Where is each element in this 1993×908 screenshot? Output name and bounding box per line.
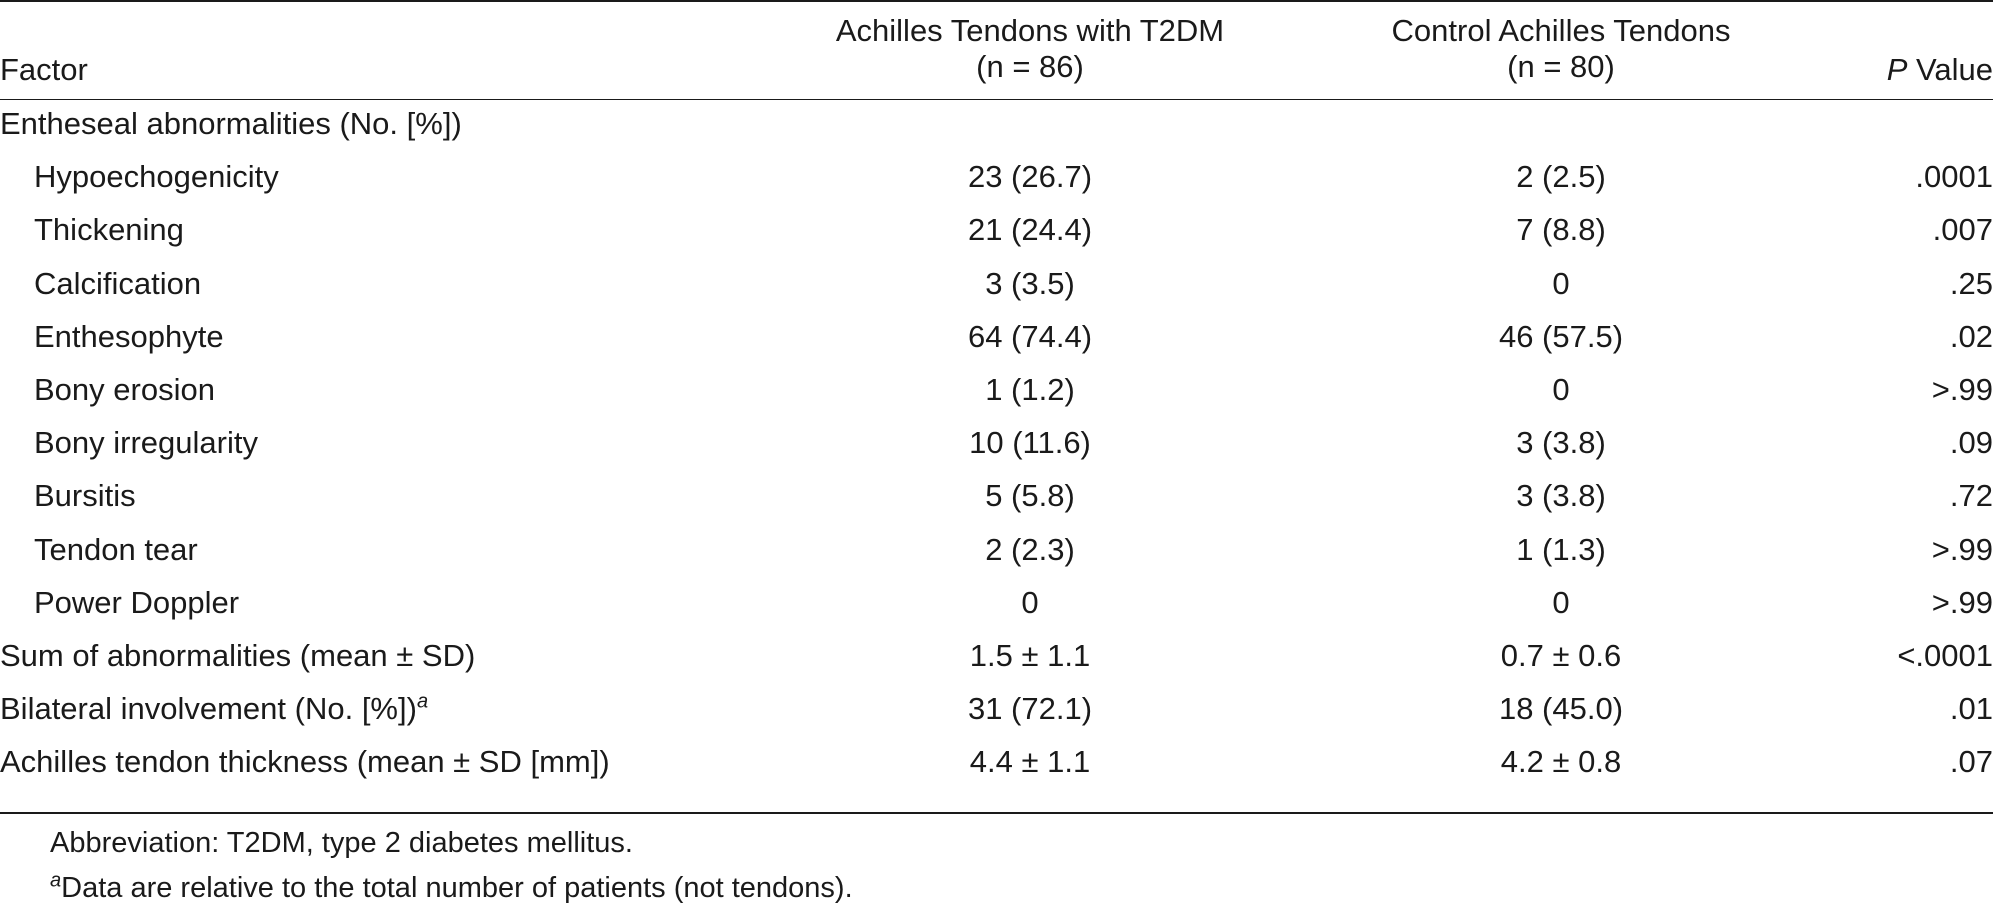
cell-pvalue: .25 xyxy=(1949,266,1993,301)
header-pvalue-rest: Value xyxy=(1907,52,1993,87)
cell-pvalue: >.99 xyxy=(1931,372,1993,407)
header-t2dm-title: Achilles Tendons with T2DM xyxy=(835,13,1225,48)
row-factor-text: Entheseal abnormalities (No. [%]) xyxy=(0,106,462,141)
row-factor: Sum of abnormalities (mean ± SD) xyxy=(0,638,475,674)
cell-t2dm: 1 (1.2) xyxy=(985,372,1075,407)
row-factor: Hypoechogenicity xyxy=(34,159,279,195)
row-factor: Thickening xyxy=(34,212,184,248)
cell-control: 3 (3.8) xyxy=(1516,425,1606,460)
row-factor-text: Hypoechogenicity xyxy=(34,159,279,194)
cell-control: 0 xyxy=(1552,585,1570,620)
cell-t2dm: 1.5 ± 1.1 xyxy=(969,638,1091,673)
row-factor-text: Achilles tendon thickness (mean ± SD [mm… xyxy=(0,744,610,779)
cell-t2dm: 31 (72.1) xyxy=(967,691,1093,726)
header-factor: Factor xyxy=(0,52,88,87)
row-factor-text: Bilateral involvement (No. [%]) xyxy=(0,691,417,726)
row-factor: Enthesophyte xyxy=(34,319,224,355)
cell-control: 0 xyxy=(1552,372,1570,407)
cell-control: 4.2 ± 0.8 xyxy=(1500,744,1622,779)
cell-control: 7 (8.8) xyxy=(1516,212,1606,247)
row-factor-footnote-marker: a xyxy=(416,690,429,713)
row-factor: Bony erosion xyxy=(34,372,215,408)
cell-t2dm: 3 (3.5) xyxy=(985,266,1075,301)
cell-pvalue: >.99 xyxy=(1931,532,1993,567)
row-factor: Power Doppler xyxy=(34,585,239,621)
cell-pvalue: .07 xyxy=(1949,744,1993,779)
row-factor: Bilateral involvement (No. [%])a xyxy=(0,691,428,727)
cell-pvalue: <.0001 xyxy=(1897,638,1993,673)
cell-control: 2 (2.5) xyxy=(1516,159,1606,194)
cell-t2dm: 10 (11.6) xyxy=(969,425,1091,460)
cell-control: 1 (1.3) xyxy=(1516,532,1606,567)
footnote-note-text: Data are relative to the total number of… xyxy=(61,872,853,904)
row-factor: Tendon tear xyxy=(34,532,198,568)
cell-t2dm: 2 (2.3) xyxy=(985,532,1075,567)
table-top-rule xyxy=(0,0,1993,2)
cell-pvalue: .01 xyxy=(1949,691,1993,726)
cell-t2dm: 21 (24.4) xyxy=(967,212,1093,247)
row-factor: Achilles tendon thickness (mean ± SD [mm… xyxy=(0,744,610,780)
footnote-note: aData are relative to the total number o… xyxy=(50,869,853,905)
cell-pvalue: .0001 xyxy=(1915,159,1993,194)
cell-pvalue: >.99 xyxy=(1931,585,1993,620)
header-pvalue-p: P xyxy=(1886,52,1908,87)
cell-pvalue: .007 xyxy=(1932,212,1993,247)
header-pvalue: P Value xyxy=(1887,52,1993,88)
row-factor-text: Bursitis xyxy=(34,478,136,513)
header-control-n: (n = 80) xyxy=(1507,49,1615,84)
row-factor: Bursitis xyxy=(34,478,136,514)
row-factor-text: Calcification xyxy=(34,266,202,301)
row-factor-text: Bony irregularity xyxy=(34,425,258,460)
header-rule xyxy=(0,99,1993,100)
row-factor-text: Sum of abnormalities (mean ± SD) xyxy=(0,638,476,673)
row-factor: Bony irregularity xyxy=(34,425,258,461)
cell-t2dm: 5 (5.8) xyxy=(985,478,1075,513)
header-control-title: Control Achilles Tendons xyxy=(1391,13,1731,48)
cell-t2dm: 4.4 ± 1.1 xyxy=(969,744,1091,779)
header-t2dm: Achilles Tendons with T2DM (n = 86) xyxy=(836,13,1224,85)
row-factor-text: Tendon tear xyxy=(34,532,198,567)
cell-pvalue: .72 xyxy=(1949,478,1993,513)
cell-control: 0 xyxy=(1552,266,1570,301)
row-factor-text: Thickening xyxy=(34,212,184,247)
cell-control: 3 (3.8) xyxy=(1516,478,1606,513)
row-factor-text: Power Doppler xyxy=(34,585,240,620)
cell-control: 46 (57.5) xyxy=(1498,319,1624,354)
cell-control: 18 (45.0) xyxy=(1498,691,1624,726)
cell-t2dm: 64 (74.4) xyxy=(967,319,1093,354)
cell-pvalue: .09 xyxy=(1949,425,1993,460)
header-control: Control Achilles Tendons (n = 80) xyxy=(1392,13,1731,85)
cell-t2dm: 23 (26.7) xyxy=(967,159,1093,194)
row-factor-text: Enthesophyte xyxy=(34,319,224,354)
cell-pvalue: .02 xyxy=(1949,319,1993,354)
row-factor-text: Bony erosion xyxy=(34,372,215,407)
header-t2dm-n: (n = 86) xyxy=(976,49,1084,84)
table-bottom-rule xyxy=(0,812,1993,814)
footnote-marker: a xyxy=(50,869,62,892)
cell-control: 0.7 ± 0.6 xyxy=(1500,638,1622,673)
cell-t2dm: 0 xyxy=(1021,585,1039,620)
row-factor: Entheseal abnormalities (No. [%]) xyxy=(0,106,462,142)
row-factor: Calcification xyxy=(34,266,201,302)
footnote-abbreviation: Abbreviation: T2DM, type 2 diabetes mell… xyxy=(50,827,633,859)
